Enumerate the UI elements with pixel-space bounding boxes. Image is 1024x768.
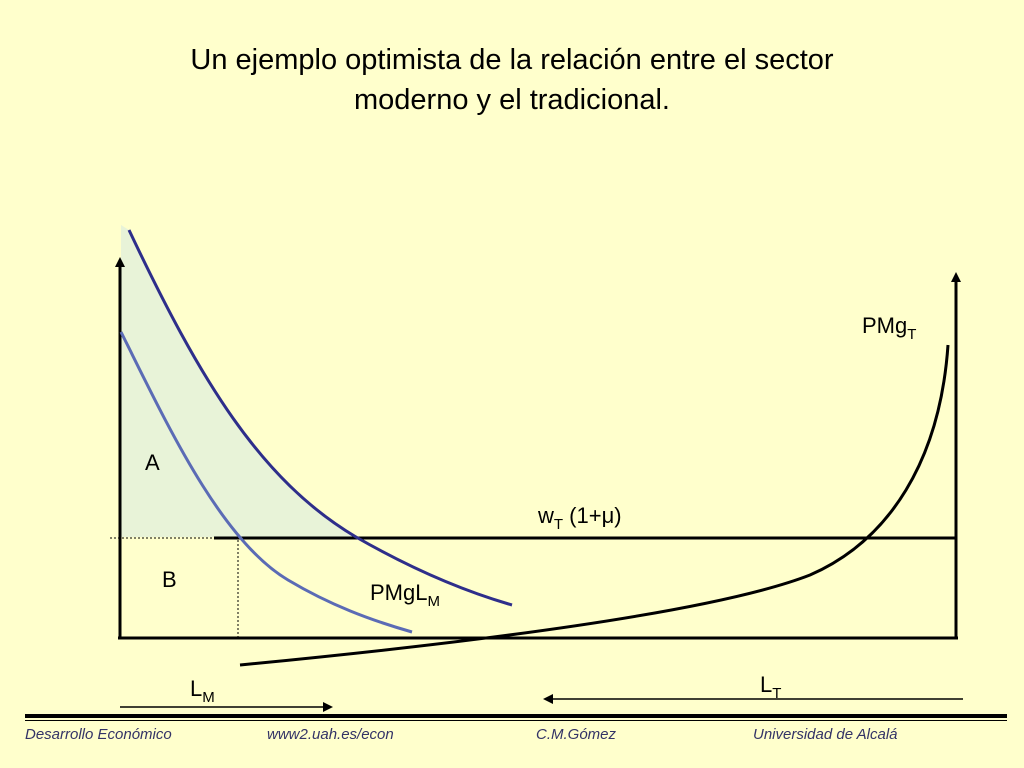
lm-sub: M (202, 689, 215, 706)
slide-title: Un ejemplo optimista de la relación entr… (0, 40, 1024, 120)
pmgl-m-sub: M (427, 593, 440, 610)
lm-label: LM (190, 676, 215, 706)
footer-rule-thin (25, 720, 1007, 721)
area-b-label: B (162, 567, 177, 592)
wage-rest: (1+μ) (563, 503, 622, 528)
wage-base: w (537, 503, 554, 528)
pmg-t-label: PMgT (862, 313, 916, 343)
pmgl-m-curve-original (119, 331, 413, 634)
lm-base: L (190, 676, 202, 701)
footer-rule-thick (25, 714, 1007, 718)
wage-sub: T (554, 516, 563, 533)
pmg-t-curve (239, 344, 950, 667)
lt-sub: T (772, 685, 781, 702)
footer-course: Desarrollo Económico (25, 726, 172, 743)
footer: Desarrollo Económico www2.uah.es/econ C.… (25, 726, 985, 748)
footer-author: C.M.Gómez (536, 726, 617, 743)
pmgl-m-curve-shifted (127, 229, 513, 607)
lt-label: LT (760, 672, 781, 702)
wage-label: wT (1+μ) (537, 503, 622, 533)
footer-website: www2.uah.es/econ (267, 726, 394, 743)
title-line-1: Un ejemplo optimista de la relación entr… (190, 44, 834, 76)
pmgl-m-label: PMgLM (370, 580, 440, 610)
area-a-label: A (145, 450, 160, 475)
pmg-t-base: PMg (862, 313, 907, 338)
lt-base: L (760, 672, 772, 697)
title-line-2: moderno y el tradicional. (354, 84, 670, 116)
footer-university: Universidad de Alcalá (753, 726, 898, 743)
pmg-t-sub: T (907, 326, 916, 343)
pmgl-m-base: PMgL (370, 580, 427, 605)
shaded-area-a (121, 225, 356, 537)
